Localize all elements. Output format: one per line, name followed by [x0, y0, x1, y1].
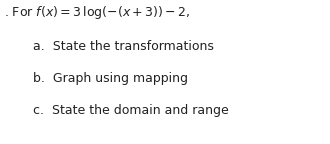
Text: . For $\mathit{f}(x) = 3\,\mathrm{log}(-(x + 3)) - 2,$: . For $\mathit{f}(x) = 3\,\mathrm{log}(-… — [4, 4, 190, 21]
Text: b.  Graph using mapping: b. Graph using mapping — [33, 72, 188, 85]
Text: a.  State the transformations: a. State the transformations — [33, 40, 214, 53]
Text: c.  State the domain and range: c. State the domain and range — [33, 104, 229, 117]
